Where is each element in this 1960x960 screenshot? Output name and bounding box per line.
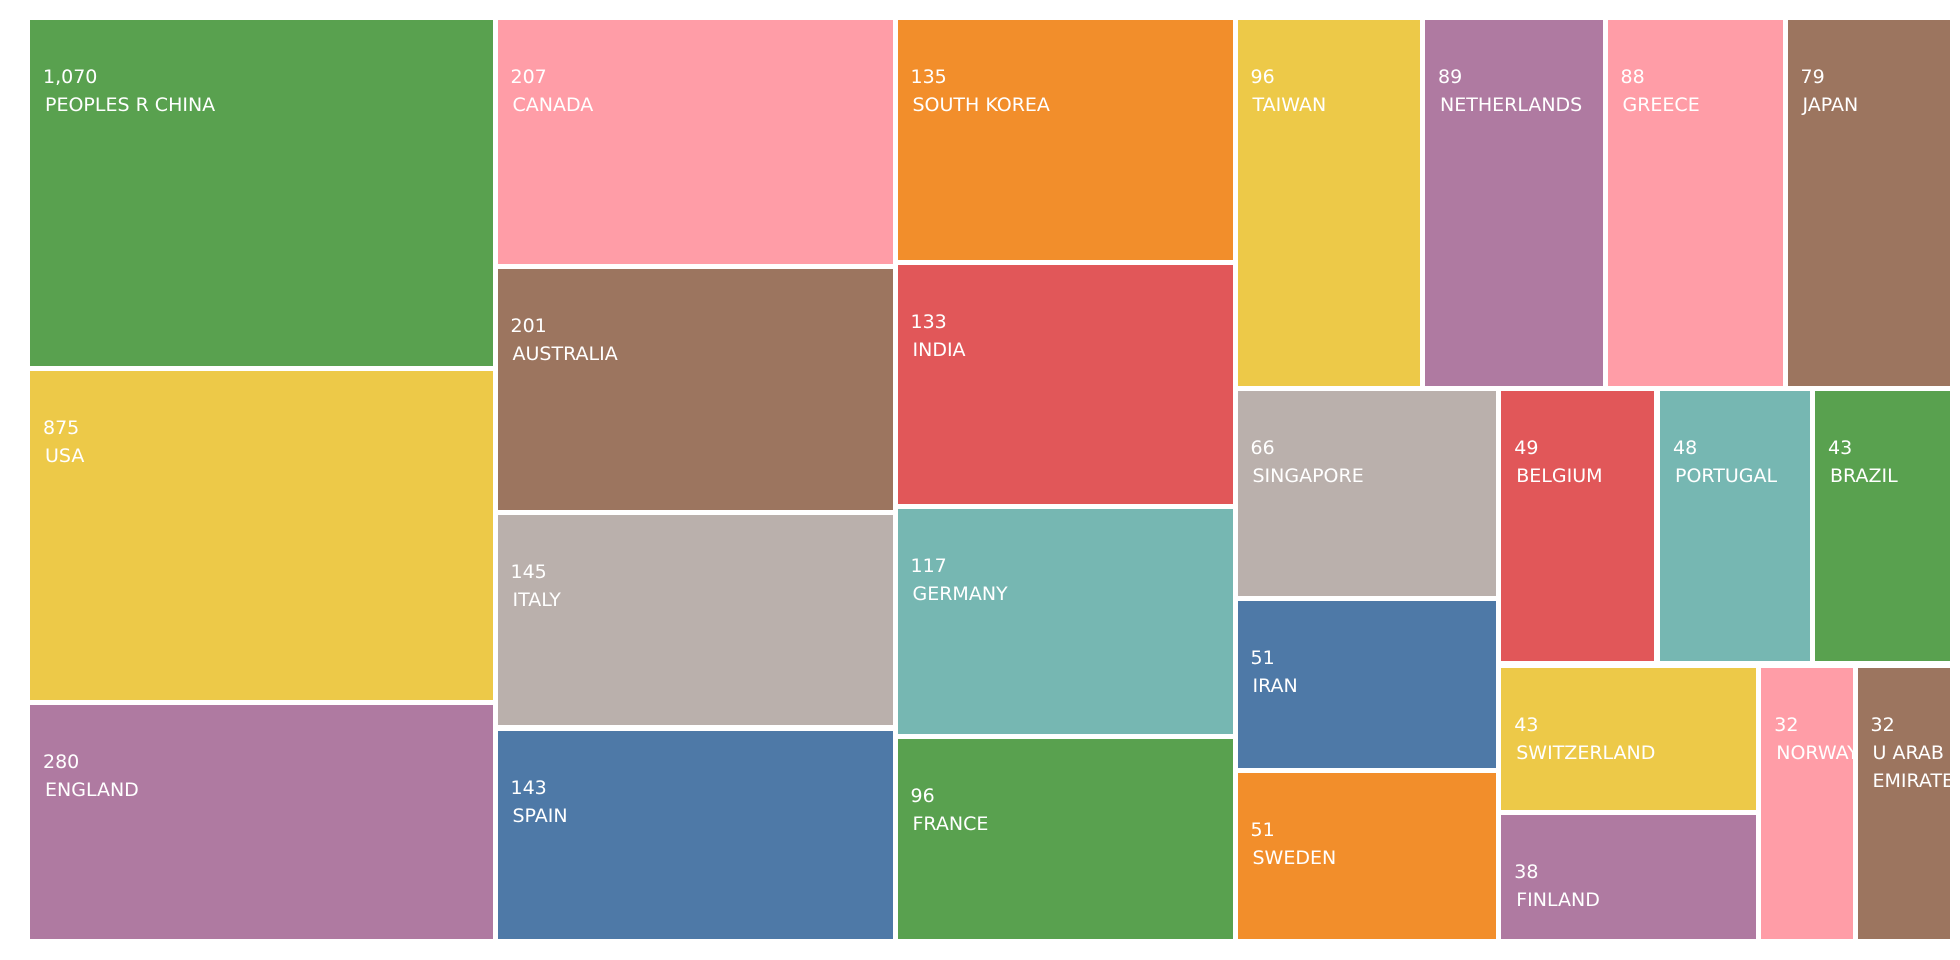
value-label: 280	[43, 751, 80, 773]
value-label: 51	[1250, 818, 1275, 841]
treemap-cell: 51 SWEDEN	[1237, 772, 1497, 939]
treemap-cell: 32 NORWAY	[1761, 667, 1853, 939]
treemap-cell: 51 IRAN	[1237, 601, 1497, 768]
treemap-cell: 280 ENGLAND	[30, 705, 493, 939]
category-label: FINLAND	[1516, 889, 1600, 911]
treemap-cell: 38 FINLAND	[1501, 815, 1757, 939]
treemap-cell: 117 GERMANY	[897, 508, 1233, 734]
category-label: SPAIN	[512, 805, 568, 828]
value-label: 66	[1250, 437, 1275, 460]
treemap-cell: 96 FRANCE	[897, 738, 1233, 939]
treemap-cell: 43 SWITZERLAND	[1501, 667, 1757, 810]
treemap-cell: 133 INDIA	[897, 265, 1233, 504]
category-label: U ARAB EMIRATES	[1872, 741, 1951, 792]
category-label: PEOPLES R CHINA	[45, 94, 216, 116]
category-label: TAIWAN	[1252, 94, 1327, 116]
category-label: ITALY	[512, 589, 561, 611]
treemap-cell: 135 SOUTH KOREA	[897, 20, 1233, 260]
category-label: SWEDEN	[1252, 846, 1337, 869]
value-label: 43	[1828, 437, 1853, 460]
value-label: 207	[510, 66, 547, 88]
treemap-cell: 66 SINGAPORE	[1237, 391, 1497, 597]
category-label: NETHERLANDS	[1440, 94, 1583, 116]
category-label: BELGIUM	[1516, 465, 1603, 488]
value-label: 38	[1514, 861, 1539, 883]
category-label: SINGAPORE	[1252, 465, 1364, 488]
value-label: 133	[910, 311, 947, 333]
category-label: SWITZERLAND	[1516, 741, 1656, 764]
treemap-cell: 79 JAPAN	[1787, 20, 1950, 387]
category-label: SOUTH KOREA	[912, 94, 1050, 116]
treemap-cell: 49 BELGIUM	[1501, 391, 1654, 662]
treemap-cell: 32 U ARAB EMIRATES	[1857, 667, 1951, 939]
value-label: 96	[1250, 66, 1275, 88]
value-label: 143	[510, 777, 547, 800]
value-label: 201	[510, 314, 547, 337]
category-label: IRAN	[1252, 675, 1298, 698]
value-label: 96	[910, 784, 935, 807]
category-label: CANADA	[512, 94, 594, 116]
treemap-cell: 88 GREECE	[1607, 20, 1783, 387]
category-label: PORTUGAL	[1675, 465, 1778, 488]
category-label: GREECE	[1622, 94, 1700, 116]
category-label: GERMANY	[912, 582, 1008, 605]
value-label: 79	[1800, 66, 1825, 88]
treemap-cell: 875 USA	[30, 371, 493, 700]
treemap-cell: 145 ITALY	[497, 515, 893, 725]
treemap-cell: 143 SPAIN	[497, 731, 893, 939]
treemap-cell: 48 PORTUGAL	[1660, 391, 1810, 662]
value-label: 1,070	[43, 66, 98, 88]
category-label: INDIA	[912, 339, 966, 361]
value-label: 51	[1250, 647, 1275, 670]
category-label: JAPAN	[1802, 94, 1859, 116]
treemap-cell: 1,070 PEOPLES R CHINA	[30, 20, 493, 367]
value-label: 88	[1620, 66, 1645, 88]
treemap-cell: 43 BRAZIL	[1815, 391, 1950, 662]
value-label: 135	[910, 66, 947, 88]
category-label: ENGLAND	[45, 779, 139, 801]
category-label: AUSTRALIA	[512, 342, 618, 365]
value-label: 89	[1438, 66, 1463, 88]
category-label: BRAZIL	[1830, 465, 1898, 488]
value-label: 875	[43, 417, 80, 440]
category-label: NORWAY	[1776, 741, 1853, 764]
treemap-cell: 96 TAIWAN	[1237, 20, 1420, 387]
category-label: FRANCE	[912, 812, 989, 835]
value-label: 48	[1673, 437, 1698, 460]
treemap-cell: 89 NETHERLANDS	[1425, 20, 1603, 387]
value-label: 32	[1870, 713, 1895, 736]
treemap-cell: 201 AUSTRALIA	[497, 268, 893, 510]
value-label: 117	[910, 554, 947, 577]
value-label: 43	[1514, 713, 1539, 736]
category-label: USA	[45, 445, 85, 468]
value-label: 32	[1774, 713, 1799, 736]
treemap-cell: 207 CANADA	[497, 20, 893, 264]
value-label: 145	[510, 561, 547, 583]
value-label: 49	[1514, 437, 1539, 460]
